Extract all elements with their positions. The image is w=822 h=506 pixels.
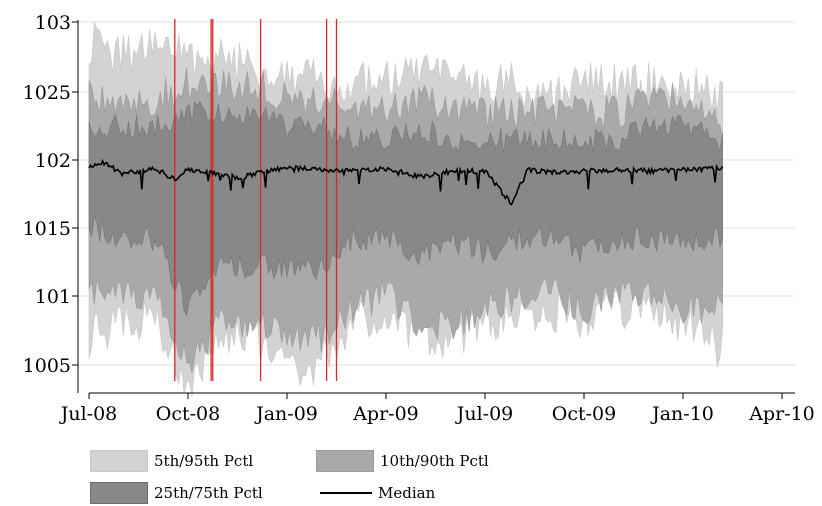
legend-swatch-5-95 bbox=[90, 450, 148, 472]
legend-label-5-95: 5th/95th Pctl bbox=[154, 452, 254, 470]
legend-item-10-90: 10th/90th Pctl bbox=[316, 448, 489, 474]
axes bbox=[72, 20, 795, 399]
x-tick-label-0: Jul-08 bbox=[59, 403, 118, 425]
median-line bbox=[88, 158, 724, 206]
x-tick-label-7: Apr-10 bbox=[748, 403, 815, 425]
legend-item-5-95: 5th/95th Pctl bbox=[90, 448, 253, 474]
y-tick-label-3: 102 bbox=[35, 150, 71, 172]
legend: 5th/95th Pctl 10th/90th Pctl 25th/75th P… bbox=[90, 448, 530, 504]
tick-labels: 1005 101 1015 102 1025 103 Jul-08 Oct-08 Jan-09 A… bbox=[23, 12, 815, 425]
x-tick-label-4: Jul-09 bbox=[455, 403, 514, 425]
percentile-bands bbox=[88, 21, 723, 398]
y-tick-label-1: 101 bbox=[35, 286, 71, 308]
y-tick-label-4: 1025 bbox=[23, 82, 71, 104]
legend-swatch-25-75 bbox=[90, 482, 148, 504]
y-tick-label-2: 1015 bbox=[23, 218, 71, 240]
median-series bbox=[88, 158, 724, 206]
x-tick-label-5: Oct-09 bbox=[552, 403, 616, 425]
legend-label-25-75: 25th/75th Pctl bbox=[154, 484, 263, 502]
legend-swatch-median bbox=[320, 492, 372, 494]
x-tick-label-1: Oct-08 bbox=[156, 403, 220, 425]
x-tick-label-3: Apr-09 bbox=[352, 403, 419, 425]
y-tick-label-0: 1005 bbox=[23, 355, 71, 377]
legend-label-median: Median bbox=[378, 484, 436, 502]
y-tick-label-5: 103 bbox=[35, 12, 71, 34]
legend-swatch-10-90 bbox=[316, 450, 374, 472]
event-lines bbox=[174, 19, 338, 381]
legend-item-median: Median bbox=[316, 480, 435, 506]
band-25th-75th-pctl bbox=[88, 101, 723, 317]
legend-item-25-75: 25th/75th Pctl bbox=[90, 480, 263, 506]
x-tick-label-6: Jan-10 bbox=[650, 403, 714, 425]
x-tick-label-2: Jan-09 bbox=[254, 403, 318, 425]
legend-label-10-90: 10th/90th Pctl bbox=[380, 452, 489, 470]
